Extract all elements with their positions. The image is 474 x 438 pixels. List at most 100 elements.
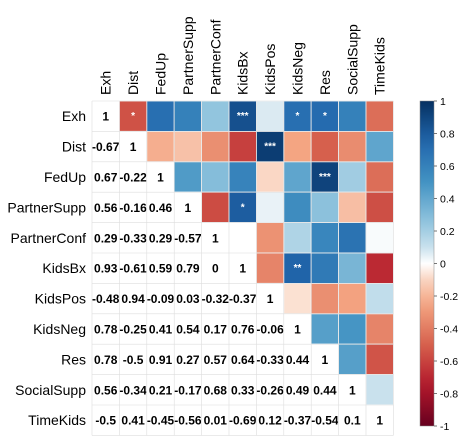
correlation-label: 0.59 [149,262,173,276]
heat-cell-0-9 [338,100,367,132]
row-labels: Exh Dist FedUp PartnerSupp PartnerConf KidsBx… [7,108,86,428]
correlation-label: 0.78 [94,353,118,367]
heat-cell-3-10 [365,191,394,223]
correlation-label: 0.27 [176,353,200,367]
colorbar-tick-label: -0.6 [440,356,458,368]
correlation-label: 0.41 [121,414,145,428]
significance-mark: * [323,111,327,122]
heat-cell-3-6 [255,191,285,223]
heat-cell-0-4 [201,100,230,132]
colorbar-tick-label: -0.4 [440,324,458,336]
correlation-label: -0.09 [147,292,175,306]
lower-cell-10-4 [201,404,230,436]
heat-cell-0-10 [365,100,394,132]
correlation-label: -0.33 [256,353,284,367]
correlation-label: 0.49 [286,383,310,397]
colorbar-tick-label: -1 [440,421,449,433]
correlation-label: 1 [322,353,329,367]
colorbar-tick-label: 1 [440,96,446,108]
column-label-res: Res [317,70,333,95]
correlation-label: 1 [185,201,192,215]
heat-cell-1-7 [283,130,312,163]
heat-cell-2-8 [310,161,340,193]
heat-cell-1-10 [365,130,394,163]
correlation-label: 0.1 [344,414,361,428]
significance-mark: *** [264,142,276,153]
lower-cell-9-1 [118,374,148,406]
row-label-timekids: TimeKids [28,412,86,428]
heat-cell-9-10 [365,374,394,406]
correlation-label: -0.54 [311,414,339,428]
heat-cell-4-10 [365,222,394,254]
correlation-label: 0.01 [204,414,228,428]
lower-cell-9-5 [228,374,257,406]
correlation-label: 0.29 [94,231,118,245]
correlation-label: -0.22 [119,171,147,185]
heat-cell-7-9 [338,313,367,345]
row-label-dist: Dist [62,139,86,155]
column-label-partnerconf: PartnerConf [207,19,223,95]
heat-cell-1-8 [310,130,340,163]
heat-cell-5-6 [255,252,285,284]
significance-mark: * [241,202,245,213]
significance-mark: ** [294,263,302,274]
heat-cell-6-10 [365,282,394,315]
correlation-label: -0.32 [202,292,230,306]
colorbar: 1 0.8 0.6 0.4 0.2 0 -0.2 -0.4 -0.6 -0.8 -1 [419,96,458,433]
correlation-label: 0.76 [231,323,255,337]
correlation-label: -0.67 [92,140,120,154]
row-label-res: Res [61,351,86,367]
correlation-label: -0.61 [119,262,147,276]
heat-cell-5-10 [365,252,394,284]
heat-cell-1-4 [201,130,230,163]
heat-cell-1-5 [228,130,257,163]
correlation-label: 0 [212,262,219,276]
lower-cell-7-5 [228,313,257,345]
heat-cell-5-9 [338,252,367,284]
correlation-label: 0.21 [149,383,173,397]
correlation-label: 1 [376,414,383,428]
correlation-label: -0.37 [284,414,312,428]
heat-cell-2-5 [228,161,257,193]
correlation-label: -0.06 [256,323,284,337]
heat-cell-3-9 [338,191,367,223]
correlation-label: 0.64 [231,353,255,367]
row-label-exh: Exh [62,108,86,124]
heat-cell-1-2 [146,130,175,163]
correlation-label: 0.67 [94,171,118,185]
colorbar-gradient [419,100,435,427]
colorbar-tick-label: -0.2 [440,291,458,303]
heat-cell-2-9 [338,161,367,193]
row-label-kidsneg: KidsNeg [33,321,86,337]
correlation-label: -0.25 [119,323,147,337]
significance-mark: * [131,111,135,122]
correlation-label: -0.16 [119,201,147,215]
correlation-label: 1 [130,140,137,154]
heatmap-cells: 1 * *** * *-0.67 1 ***0.67 -0.22 1 ***0.56 -0.16 0.… [91,100,394,436]
correlation-label: 1 [267,292,274,306]
lower-cell-6-6 [255,282,285,315]
correlation-label: 1 [349,383,356,397]
lower-cell-8-4 [201,343,230,376]
column-label-fedup: FedUp [153,53,169,95]
heat-cell-6-7 [283,282,312,315]
heat-cell-4-9 [338,222,367,254]
correlation-label: -0.34 [119,383,147,397]
correlation-label: -0.17 [174,383,202,397]
row-label-partnersupp: PartnerSupp [7,199,86,215]
correlation-label: 0.94 [121,292,145,306]
correlation-label: -0.5 [123,353,144,367]
correlation-label: -0.37 [229,292,257,306]
correlation-label: 0.03 [176,292,200,306]
correlation-label: 0.12 [258,414,282,428]
lower-cell-8-0 [91,343,120,376]
correlation-label: 0.56 [94,383,118,397]
correlation-label: 0.46 [149,201,173,215]
heat-cell-8-9 [338,343,367,376]
correlation-label: 0.78 [94,323,118,337]
heat-cell-2-6 [255,161,285,193]
lower-cell-5-0 [91,252,120,284]
heat-cell-4-8 [310,222,340,254]
colorbar-tick-label: 0.6 [440,161,455,173]
heat-cell-7-8 [310,313,340,345]
